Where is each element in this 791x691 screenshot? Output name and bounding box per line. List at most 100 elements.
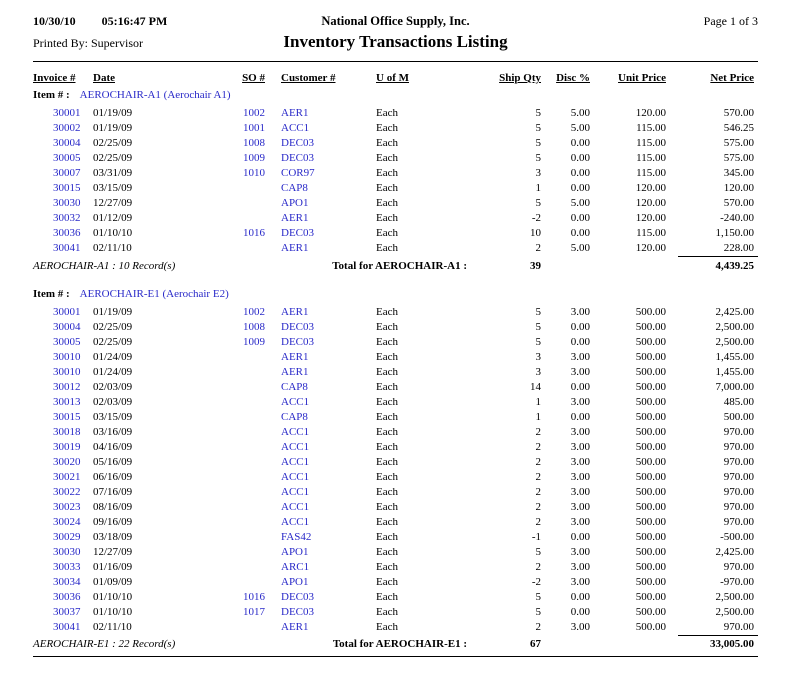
item-number-label: Item # : [33,287,70,300]
ship-qty: 5 [535,197,542,209]
transaction-row: 30007 03/31/09 1010 COR97 Each 3 0.00 115.00 345… [33,166,758,181]
transaction-date: 02/11/10 [93,620,132,633]
unit-of-measure: Each [376,167,398,179]
ship-qty: 3 [535,365,542,378]
disc-percent: 3.00 [570,395,590,408]
customer-code: AER1 [281,305,309,318]
customer-code: ACC1 [281,515,310,528]
customer-code: CAP8 [281,410,308,423]
transaction-row: 30018 03/16/09 ACC1 Each 2 3.00 500.00 970.00 [33,425,758,440]
customer-code: FAS42 [281,530,312,543]
net-price: -970.00 [720,575,754,588]
report-table: Invoice # Date SO # Customer # U of M Ship Qt… [33,64,758,654]
ship-qty: -2 [531,212,541,224]
ship-qty: 5 [535,122,542,134]
transaction-date: 02/11/10 [93,242,132,255]
group-total-qty: 67 [530,638,541,650]
unit-of-measure: Each [376,320,398,333]
ship-qty: 2 [535,515,542,528]
customer-code: ACC1 [281,425,310,438]
net-price: 345.00 [723,167,754,179]
transaction-row: 30015 03/15/09 CAP8 Each 1 0.00 500.00 500.00 [33,410,758,425]
ship-qty: 2 [535,425,542,438]
invoice-number: 30001 [53,305,81,318]
invoice-number: 30015 [53,182,81,194]
col-header-ship-qty: Ship Qty [499,72,541,84]
disc-percent: 0.00 [570,167,590,179]
customer-code: AER1 [281,212,309,224]
invoice-number: 30024 [53,515,81,528]
customer-code: ACC1 [281,470,310,483]
unit-of-measure: Each [376,197,398,209]
invoice-number: 30041 [53,620,81,633]
so-number [193,365,271,380]
so-number: 1002 [243,305,265,318]
net-price: 120.00 [723,182,754,194]
net-price: 2,425.00 [715,545,755,558]
ship-qty: 2 [535,560,542,573]
transaction-date: 05/16/09 [93,455,133,468]
unit-of-measure: Each [376,605,398,618]
transaction-row: 30023 08/16/09 ACC1 Each 2 3.00 500.00 970.00 [33,500,758,515]
net-price: 575.00 [723,137,754,149]
unit-price: 500.00 [635,590,666,603]
unit-of-measure: Each [376,152,398,164]
group-total-label: Total for AEROCHAIR-A1 : [332,259,467,272]
so-number: 1016 [243,590,265,603]
transaction-row: 30010 01/24/09 AER1 Each 3 3.00 500.00 1,455.00 [33,350,758,365]
transaction-date: 06/16/09 [93,470,133,483]
so-number [193,350,271,365]
unit-of-measure: Each [376,455,398,468]
col-header-customer-code: Customer # [281,72,336,84]
unit-of-measure: Each [376,242,398,255]
disc-percent: 3.00 [570,620,590,633]
disc-percent: 3.00 [570,305,590,318]
net-price: 2,500.00 [715,335,755,348]
so-number [193,545,271,560]
unit-price: 120.00 [635,107,666,119]
transaction-date: 07/16/09 [93,485,133,498]
ship-qty: 10 [530,227,541,239]
ship-qty: 5 [535,605,542,618]
unit-of-measure: Each [376,212,398,224]
transaction-row: 30010 01/24/09 AER1 Each 3 3.00 500.00 1,455.00 [33,365,758,380]
col-header-disc-percent: Disc % [556,72,590,84]
customer-code: CAP8 [281,380,308,393]
disc-percent: 0.00 [570,152,590,164]
transaction-date: 04/16/09 [93,440,133,453]
customer-code: ACC1 [281,455,310,468]
so-number [193,620,271,636]
invoice-number: 30020 [53,455,81,468]
group-total-net: 33,005.00 [678,634,758,654]
so-number [193,560,271,575]
unit-price: 500.00 [635,560,666,573]
printed-by: Printed By: Supervisor [33,36,143,50]
invoice-number: 30004 [53,320,81,333]
net-price: 570.00 [723,107,754,119]
customer-code: DEC03 [281,590,314,603]
so-number: 1017 [243,605,265,618]
unit-price: 500.00 [635,365,666,378]
unit-price: 500.00 [635,440,666,453]
unit-price: 500.00 [635,395,666,408]
invoice-number: 30010 [53,365,81,378]
so-number [193,500,271,515]
transaction-row: 30032 01/12/09 AER1 Each -2 0.00 120.00 -240.00 [33,211,758,226]
ship-qty: -1 [531,530,541,543]
transaction-date: 01/12/09 [93,212,133,224]
net-price: 575.00 [723,152,754,164]
ship-qty: 3 [535,167,542,179]
report-title: Inventory Transactions Listing [283,32,508,51]
unit-price: 115.00 [636,122,666,134]
so-number [193,181,271,196]
net-price: 970.00 [723,440,754,453]
customer-code: DEC03 [281,227,314,239]
invoice-number: 30021 [53,470,81,483]
unit-price: 500.00 [635,305,666,318]
customer-code: ACC1 [281,395,310,408]
transaction-row: 30022 07/16/09 ACC1 Each 2 3.00 500.00 970.00 [33,485,758,500]
invoice-number: 30033 [53,560,81,573]
ship-qty: 2 [535,620,542,633]
group-spacer [33,276,758,285]
unit-of-measure: Each [376,410,398,423]
